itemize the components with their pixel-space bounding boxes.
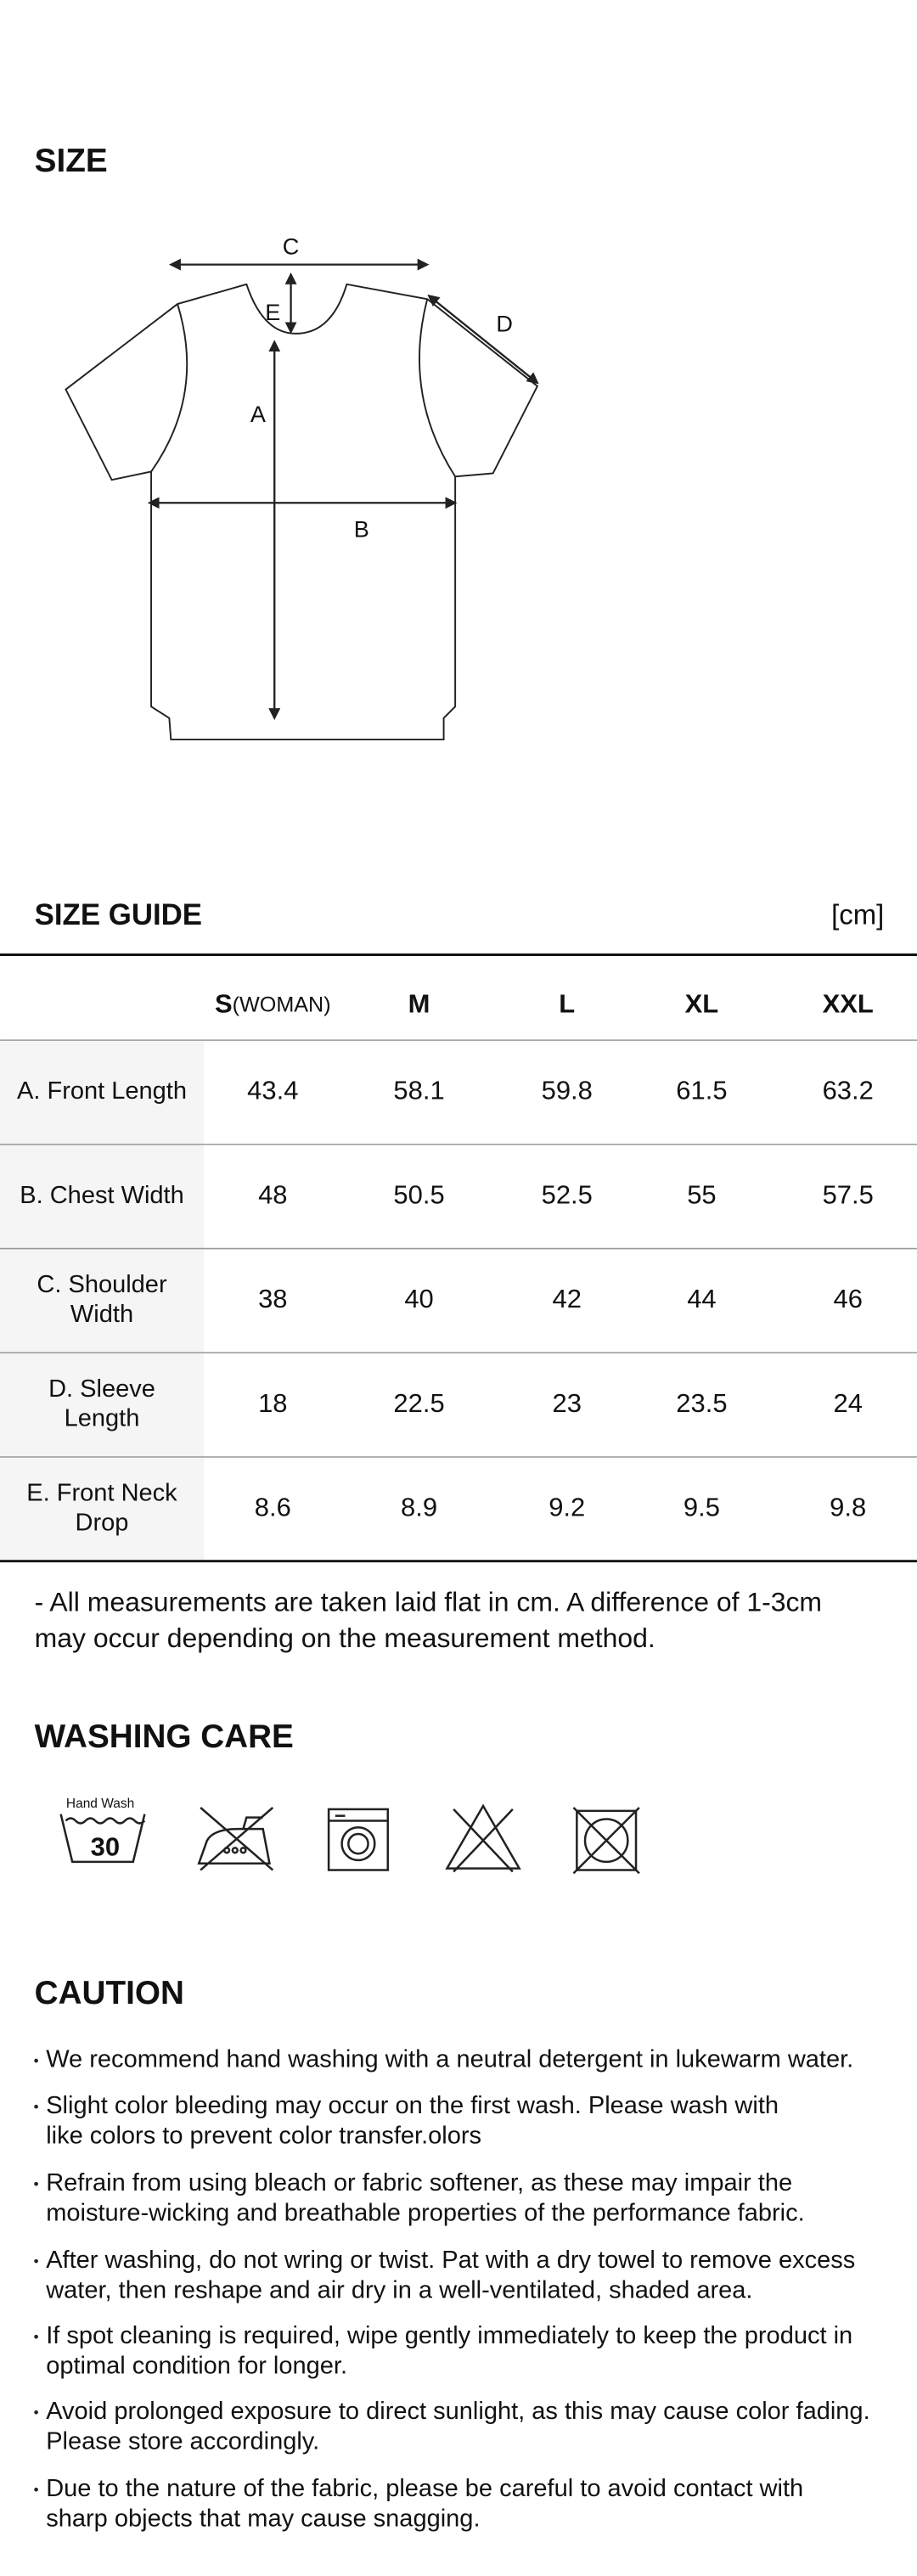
column-header: XL (685, 989, 719, 1019)
cell-value: 23 (553, 1388, 582, 1418)
caution-line: optimal condition for longer. (46, 2353, 347, 2380)
unit: [cm] (831, 899, 884, 931)
bullet (34, 2258, 38, 2264)
row-label: Drop (76, 1509, 129, 1536)
dim-label: E (265, 299, 280, 325)
cell-value: 57.5 (823, 1179, 874, 1209)
size-table: S(WOMAN) M L XL XXL A. Front Length 43.4 58.1 59… (0, 953, 917, 1563)
cell-value: 18 (258, 1388, 287, 1418)
note-line: - All measurements are taken laid flat i… (35, 1586, 822, 1617)
column-header: L (559, 989, 575, 1019)
bullet (34, 2181, 38, 2186)
bullet (34, 2334, 38, 2339)
caution-list: We recommend hand washing with a neutral… (34, 2046, 870, 2533)
row-label: B. Chest Width (20, 1182, 184, 1209)
dim-label: B (354, 515, 369, 542)
cell-value: 9.2 (549, 1492, 585, 1521)
cell-value: 8.6 (255, 1492, 291, 1521)
dim-label: A (250, 401, 267, 427)
cell-value: 43.4 (247, 1076, 298, 1105)
cell-value: 50.5 (393, 1179, 444, 1209)
caution-line: like colors to prevent color transfer.ol… (46, 2123, 481, 2150)
care-icons: Hand Wash 30 (59, 1797, 640, 1875)
caution-line: Slight color bleeding may occur on the f… (46, 2092, 779, 2119)
section-title: WASHING CARE (35, 1718, 294, 1755)
caution-line: sharp objects that may cause snagging. (46, 2506, 480, 2533)
cell-value: 59.8 (542, 1076, 593, 1105)
row-label: Length (65, 1405, 140, 1432)
cell-value: 58.1 (393, 1076, 444, 1105)
row-label: C. Shoulder (37, 1271, 167, 1298)
cell-value: 8.9 (401, 1492, 437, 1521)
cell-value: 46 (833, 1284, 862, 1313)
caution-line: Due to the nature of the fabric, please … (46, 2475, 803, 2502)
cell-value: 38 (258, 1284, 287, 1313)
caution-line: Please store accordingly. (46, 2428, 319, 2455)
cell-value: 48 (258, 1179, 287, 1209)
caution-line: Avoid prolonged exposure to direct sunli… (46, 2398, 869, 2425)
label-column (0, 1040, 205, 1561)
bullet (34, 2410, 38, 2415)
cell-value: 40 (404, 1284, 433, 1313)
cell-value: 22.5 (393, 1388, 444, 1418)
cell-value: 23.5 (676, 1388, 727, 1418)
cell-value: 55 (687, 1179, 716, 1209)
size-name: S (215, 989, 233, 1019)
row-label: Width (70, 1301, 133, 1328)
caution-line: water, then reshape and air dry in a wel… (45, 2277, 752, 2304)
column-header: S(WOMAN) (215, 989, 331, 1019)
column-header: XXL (823, 989, 874, 1019)
cell-value: 9.5 (684, 1492, 720, 1521)
icon-label: 30 (91, 1832, 120, 1862)
dim-label: D (496, 310, 513, 336)
tshirt-diagram: C E A B D (65, 233, 539, 740)
caution-line: After washing, do not wring or twist. Pa… (46, 2247, 855, 2274)
bullet (34, 2487, 38, 2492)
cell-value: 42 (553, 1284, 582, 1313)
cell-value: 9.8 (830, 1492, 866, 1521)
cell-value: 61.5 (676, 1076, 727, 1105)
caution-line: We recommend hand washing with a neutral… (46, 2046, 853, 2073)
dim-label: C (283, 233, 300, 259)
cell-value: 24 (833, 1388, 862, 1418)
bullet (34, 2058, 38, 2063)
caution-line: Refrain from using bleach or fabric soft… (46, 2169, 792, 2196)
caution-line: If spot cleaning is required, wipe gentl… (46, 2322, 852, 2349)
cell-value: 63.2 (823, 1076, 874, 1105)
row-label: E. Front Neck (26, 1480, 177, 1507)
icon-label: Hand Wash (66, 1797, 134, 1811)
section-title: SIZE GUIDE (35, 898, 202, 931)
note: - All measurements are taken laid flat i… (35, 1586, 822, 1653)
bullet (34, 2104, 38, 2109)
section-title: CAUTION (35, 1975, 184, 2011)
size-note: (WOMAN) (233, 993, 331, 1016)
column-header: M (408, 989, 430, 1019)
cell-value: 44 (687, 1284, 716, 1313)
row-label: D. Sleeve (48, 1375, 155, 1403)
caution-line: moisture-wicking and breathable properti… (46, 2200, 805, 2227)
note-line: may occur depending on the measurement m… (35, 1623, 655, 1653)
row-label: A. Front Length (17, 1077, 187, 1105)
cell-value: 52.5 (542, 1179, 593, 1209)
section-title: SIZE (35, 143, 108, 179)
